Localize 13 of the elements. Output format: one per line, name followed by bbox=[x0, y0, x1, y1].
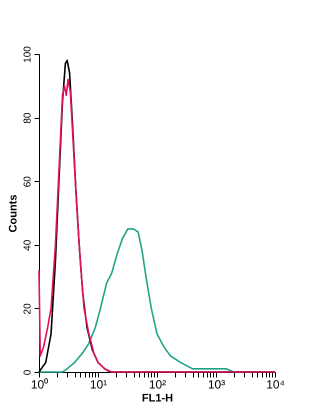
y-tick-label: 60 bbox=[22, 176, 34, 188]
y-tick-label: 100 bbox=[22, 46, 34, 63]
x-axis-title: FL1-H bbox=[142, 392, 174, 404]
y-axis-title: Counts bbox=[8, 194, 20, 232]
x-tick-label: 10¹ bbox=[90, 378, 108, 392]
x-tick-label: 10² bbox=[148, 378, 166, 392]
x-tick-label: 10³ bbox=[208, 378, 226, 392]
y-tick-label: 0 bbox=[22, 369, 34, 376]
y-tick-label: 40 bbox=[22, 239, 34, 251]
y-tick-label: 80 bbox=[22, 112, 34, 124]
x-tick-label: 10⁰ bbox=[30, 378, 48, 392]
y-tick-label: 20 bbox=[22, 302, 34, 314]
x-tick-label: 10⁴ bbox=[266, 378, 285, 392]
